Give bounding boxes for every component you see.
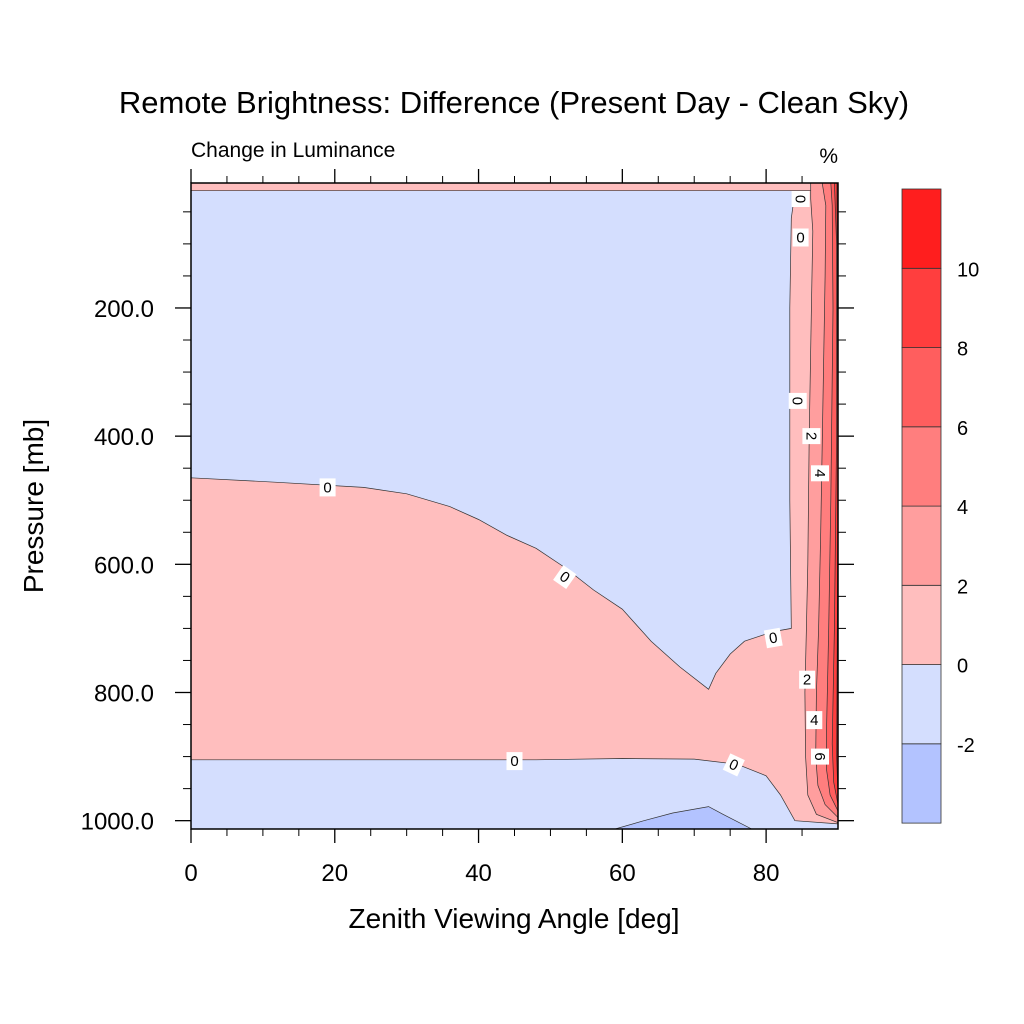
colorbar: -2 0 2 4 6 8 10 xyxy=(901,188,979,824)
x-tick-label: 20 xyxy=(321,860,348,887)
colorbar-label: 0 xyxy=(957,656,968,678)
x-tick-label: 0 xyxy=(184,860,197,887)
colorbar-label: 8 xyxy=(957,339,968,361)
colorbar-label: 6 xyxy=(957,418,968,440)
svg-text:2: 2 xyxy=(802,432,819,440)
contour-label-2: 0 xyxy=(763,627,783,649)
y-tick-label: 1000.0 xyxy=(81,809,154,836)
colorbar-swatch xyxy=(901,584,942,665)
colorbar-swatch xyxy=(901,743,942,824)
svg-text:4: 4 xyxy=(810,712,818,729)
contour-label-9: 4 xyxy=(811,465,829,482)
x-tick-label: 80 xyxy=(753,860,780,887)
chart-title: Remote Brightness: Difference (Present D… xyxy=(119,85,909,120)
y-tick-label: 400.0 xyxy=(94,424,154,451)
svg-text:0: 0 xyxy=(323,479,331,496)
y-axis-label: Pressure [mb] xyxy=(18,419,49,593)
chart-subtitle: Change in Luminance xyxy=(191,139,395,162)
contour-region-8 xyxy=(615,806,752,829)
contour-label-3: 0 xyxy=(506,752,523,771)
contour-fill-layer xyxy=(191,183,838,829)
colorbar-label: 10 xyxy=(957,259,979,281)
colorbar-swatch xyxy=(901,426,942,507)
units-label: % xyxy=(819,145,838,168)
y-axis: 200.0 400.0 600.0 800.0 1000.0 xyxy=(81,211,854,836)
colorbar-label: 2 xyxy=(957,576,968,598)
contour-label-8: 2 xyxy=(802,428,821,445)
y-tick-label: 800.0 xyxy=(94,680,154,707)
svg-text:2: 2 xyxy=(803,672,811,689)
contour-label-12: 6 xyxy=(811,748,829,765)
svg-text:4: 4 xyxy=(811,469,828,477)
colorbar-swatch xyxy=(901,664,942,745)
contour-label-5: 0 xyxy=(791,191,810,207)
contour-label-4: 0 xyxy=(722,753,745,777)
colorbar-label: -2 xyxy=(957,735,975,757)
colorbar-swatch xyxy=(901,267,942,348)
svg-text:0: 0 xyxy=(796,230,804,247)
x-axis: 0 20 40 60 80 xyxy=(184,169,803,887)
x-tick-label: 60 xyxy=(609,860,636,887)
contour-label-10: 2 xyxy=(799,670,816,689)
contour-label-layer: 0 0 0 0 0 0 0 0 2 4 2 4 6 xyxy=(319,191,829,777)
svg-text:0: 0 xyxy=(789,397,806,405)
y-tick-label: 600.0 xyxy=(94,552,154,579)
svg-text:0: 0 xyxy=(768,629,779,647)
colorbar-swatch xyxy=(901,188,942,269)
svg-text:0: 0 xyxy=(510,753,518,770)
svg-text:6: 6 xyxy=(811,752,828,760)
contour-label-0: 0 xyxy=(319,478,336,497)
colorbar-swatch xyxy=(901,347,942,428)
y-tick-label: 200.0 xyxy=(94,296,154,323)
colorbar-label: 4 xyxy=(957,497,968,519)
colorbar-swatch xyxy=(901,505,942,586)
contour-region-2 xyxy=(191,183,838,192)
contour-label-11: 4 xyxy=(806,711,823,730)
x-axis-label: Zenith Viewing Angle [deg] xyxy=(348,903,679,934)
contour-region-6 xyxy=(831,183,838,805)
contour-label-7: 0 xyxy=(788,392,807,409)
svg-text:0: 0 xyxy=(792,195,809,203)
x-tick-label: 40 xyxy=(465,860,492,887)
contour-label-1: 0 xyxy=(553,565,577,590)
contour-label-6: 0 xyxy=(792,228,809,247)
